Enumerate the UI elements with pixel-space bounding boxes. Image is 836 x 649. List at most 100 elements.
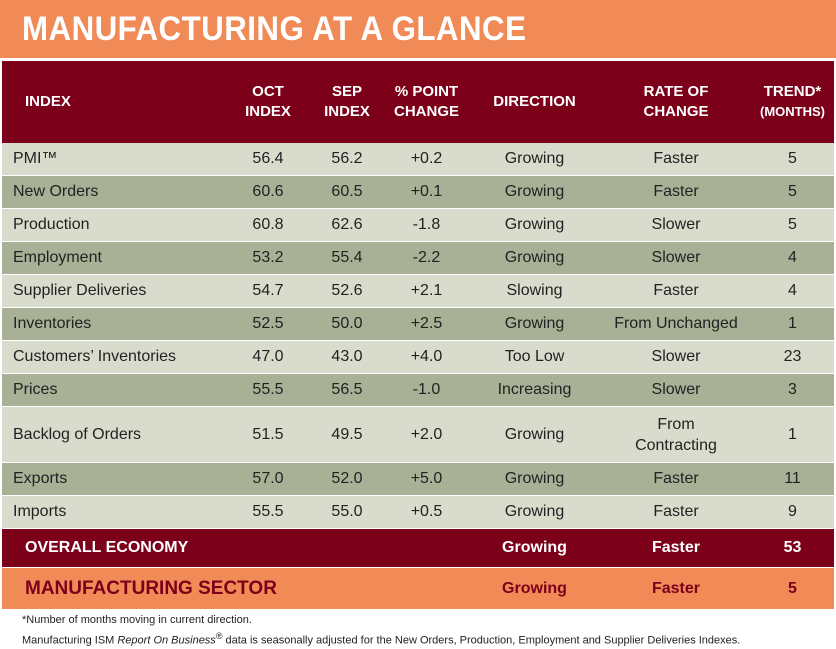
sector-rate: Faster <box>601 567 751 610</box>
rate-of-change-cell: Faster <box>601 495 751 529</box>
sep-index-cell: 56.2 <box>309 143 385 176</box>
index-cell: Prices <box>2 373 227 407</box>
point-change-cell: +2.0 <box>385 406 468 463</box>
rate-of-change-cell: Slower <box>601 241 751 275</box>
overall-rate: Faster <box>601 528 751 568</box>
header-index: INDEX <box>2 61 227 143</box>
rate-of-change-cell: From Unchanged <box>601 307 751 341</box>
oct-index-cell: 54.7 <box>227 274 309 308</box>
trend-cell: 5 <box>751 175 834 209</box>
trend-cell: 1 <box>751 307 834 341</box>
oct-index-cell: 52.5 <box>227 307 309 341</box>
index-cell: Employment <box>2 241 227 275</box>
point-change-cell: -2.2 <box>385 241 468 275</box>
trend-cell: 1 <box>751 406 834 463</box>
header-rate-of-change: RATE OF CHANGE <box>601 61 751 143</box>
oct-index-cell: 53.2 <box>227 241 309 275</box>
table-row: Imports 55.5 55.0 +0.5 Growing Faster 9 <box>2 495 834 529</box>
point-change-cell: +2.1 <box>385 274 468 308</box>
index-cell: Production <box>2 208 227 242</box>
oct-index-cell: 55.5 <box>227 373 309 407</box>
direction-cell: Growing <box>468 495 601 529</box>
point-change-cell: -1.0 <box>385 373 468 407</box>
index-cell: Exports <box>2 462 227 496</box>
trend-cell: 4 <box>751 241 834 275</box>
manufacturing-sector-row: MANUFACTURING SECTOR Growing Faster 5 <box>2 567 834 610</box>
point-change-cell: +0.1 <box>385 175 468 209</box>
index-cell: Backlog of Orders <box>2 406 227 463</box>
direction-cell: Too Low <box>468 340 601 374</box>
direction-cell: Growing <box>468 143 601 176</box>
sector-trend: 5 <box>751 567 834 610</box>
table-row: Supplier Deliveries 54.7 52.6 +2.1 Slowing Fa… <box>2 274 834 308</box>
header-oct-index: OCT INDEX <box>227 61 309 143</box>
page-title: MANUFACTURING AT A GLANCE <box>22 10 527 48</box>
rate-of-change-cell: Slower <box>601 340 751 374</box>
point-change-cell: +0.5 <box>385 495 468 529</box>
table-row: PMI™ 56.4 56.2 +0.2 Growing Faster 5 <box>2 143 834 176</box>
direction-cell: Growing <box>468 307 601 341</box>
point-change-cell: +5.0 <box>385 462 468 496</box>
index-cell: Imports <box>2 495 227 529</box>
sep-index-cell: 62.6 <box>309 208 385 242</box>
footnote-seasonal: Manufacturing ISM Report On Business® da… <box>22 631 741 647</box>
direction-cell: Growing <box>468 406 601 463</box>
trend-cell: 5 <box>751 208 834 242</box>
trend-cell: 9 <box>751 495 834 529</box>
direction-cell: Increasing <box>468 373 601 407</box>
rate-of-change-cell: Slower <box>601 208 751 242</box>
trend-cell: 4 <box>751 274 834 308</box>
sep-index-cell: 43.0 <box>309 340 385 374</box>
rate-of-change-cell: Faster <box>601 462 751 496</box>
header-sep-index: SEP INDEX <box>309 61 385 143</box>
table-row: Employment 53.2 55.4 -2.2 Growing Slower 4 <box>2 241 834 275</box>
sector-direction: Growing <box>468 567 601 610</box>
table-row: Exports 57.0 52.0 +5.0 Growing Faster 11 <box>2 462 834 496</box>
index-cell: PMI™ <box>2 143 227 176</box>
point-change-cell: +0.2 <box>385 143 468 176</box>
trend-cell: 23 <box>751 340 834 374</box>
trend-cell: 3 <box>751 373 834 407</box>
table-row: Production 60.8 62.6 -1.8 Growing Slower 5 <box>2 208 834 242</box>
oct-index-cell: 60.6 <box>227 175 309 209</box>
footnotes: *Number of months moving in current dire… <box>22 612 822 649</box>
overall-economy-row: OVERALL ECONOMY Growing Faster 53 <box>2 528 834 568</box>
trend-cell: 5 <box>751 143 834 176</box>
oct-index-cell: 56.4 <box>227 143 309 176</box>
table-row: Customers’ Inventories 47.0 43.0 +4.0 Too Lo… <box>2 340 834 374</box>
oct-index-cell: 55.5 <box>227 495 309 529</box>
table-row: New Orders 60.6 60.5 +0.1 Growing Faster 5 <box>2 175 834 209</box>
header-trend: TREND* (MONTHS) <box>751 61 834 143</box>
index-cell: Customers’ Inventories <box>2 340 227 374</box>
rate-of-change-cell: Faster <box>601 274 751 308</box>
sector-label: MANUFACTURING SECTOR <box>2 567 468 610</box>
sep-index-cell: 49.5 <box>309 406 385 463</box>
overall-label: OVERALL ECONOMY <box>2 528 468 568</box>
direction-cell: Growing <box>468 175 601 209</box>
table-row: Prices 55.5 56.5 -1.0 Increasing Slower 3 <box>2 373 834 407</box>
sep-index-cell: 56.5 <box>309 373 385 407</box>
sep-index-cell: 55.0 <box>309 495 385 529</box>
oct-index-cell: 47.0 <box>227 340 309 374</box>
point-change-cell: -1.8 <box>385 208 468 242</box>
point-change-cell: +2.5 <box>385 307 468 341</box>
rate-of-change-cell: Faster <box>601 143 751 176</box>
oct-index-cell: 60.8 <box>227 208 309 242</box>
table-row: Inventories 52.5 50.0 +2.5 Growing From Uncha… <box>2 307 834 341</box>
rate-of-change-cell: Slower <box>601 373 751 407</box>
sep-index-cell: 52.6 <box>309 274 385 308</box>
footnote-trend: *Number of months moving in current dire… <box>22 614 252 626</box>
sep-index-cell: 50.0 <box>309 307 385 341</box>
oct-index-cell: 57.0 <box>227 462 309 496</box>
rate-of-change-cell: From Contracting <box>601 406 751 463</box>
rate-line-2: Contracting <box>635 436 717 454</box>
header-row: INDEX OCT INDEX SEP INDEX % POINT CHANGE DI… <box>2 61 834 143</box>
direction-cell: Growing <box>468 208 601 242</box>
rate-line-1: From <box>657 415 695 433</box>
direction-cell: Slowing <box>468 274 601 308</box>
oct-index-cell: 51.5 <box>227 406 309 463</box>
rate-of-change-cell: Faster <box>601 175 751 209</box>
sep-index-cell: 60.5 <box>309 175 385 209</box>
overall-direction: Growing <box>468 528 601 568</box>
sep-index-cell: 55.4 <box>309 241 385 275</box>
